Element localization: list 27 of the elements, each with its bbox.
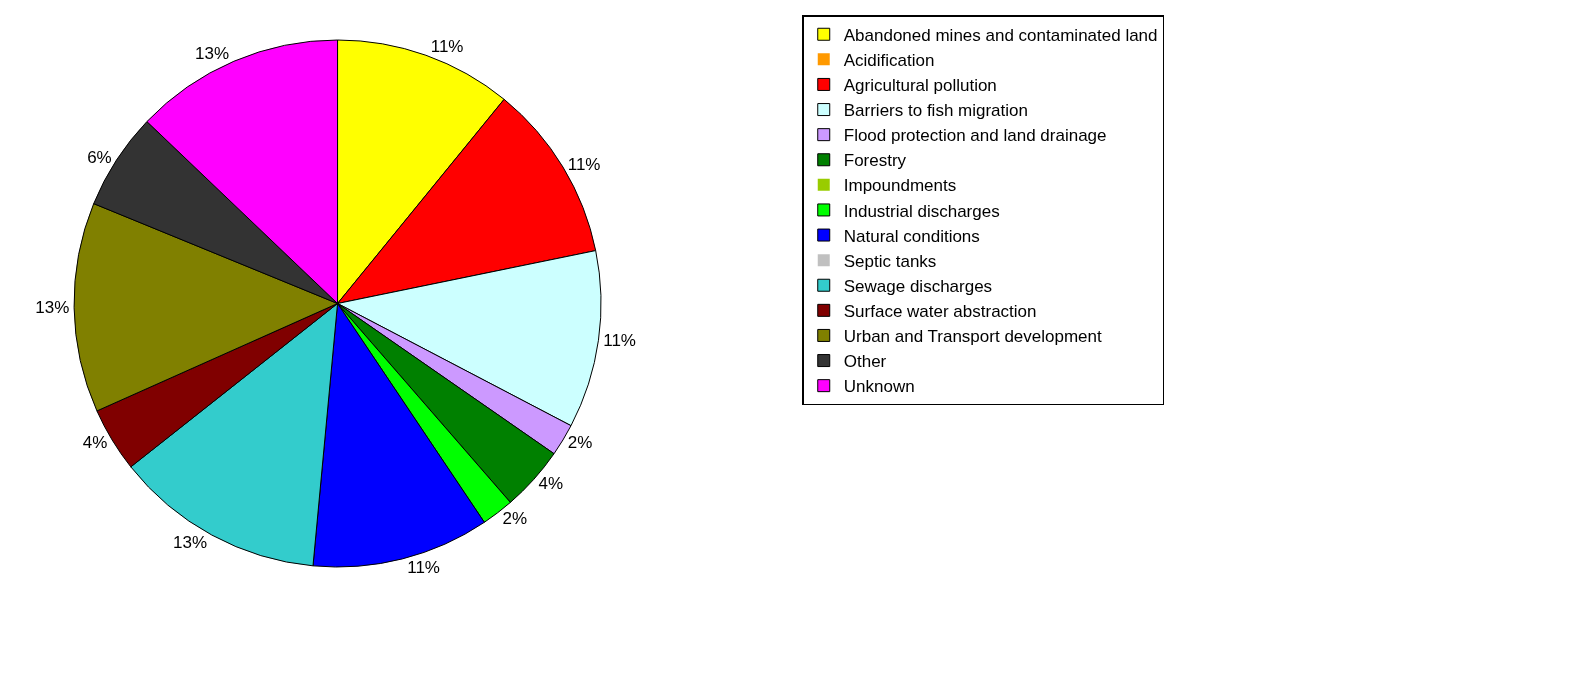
data-label: 2% [567,433,593,452]
legend-label: Industrial discharges [843,201,1000,221]
data-label: 13% [172,532,207,552]
legend-label: Impoundments [843,176,957,196]
legend-label: Septic tanks [843,251,937,271]
data-label: 4% [538,474,564,494]
legend-label: Barriers to fish migration [843,101,1028,121]
legend-label: Agricultural pollution [843,76,997,96]
data-label: 11% [407,558,440,578]
legend-label: Acidification [843,50,935,70]
data-label: 13% [195,43,230,63]
legend-label: Sewage discharges [843,276,993,296]
legend-label: Urban and Transport development [843,327,1103,347]
data-label: 11% [430,37,464,57]
data-label: 11% [567,155,601,174]
data-label: 6% [87,147,112,167]
data-label: 13% [35,298,70,318]
data-label: 11% [603,330,636,350]
legend-label: Abandoned mines and contaminated land [843,25,1158,45]
legend-label: Other [843,352,887,372]
legend-label: Forestry [843,151,907,171]
data-label: 4% [82,433,108,452]
legend-label: Natural conditions [843,226,980,246]
legend-label: Unknown [843,377,915,397]
legend-label: Surface water abstraction [843,301,1037,321]
data-label: 2% [502,509,528,529]
legend-label: Flood protection and land drainage [843,126,1107,146]
